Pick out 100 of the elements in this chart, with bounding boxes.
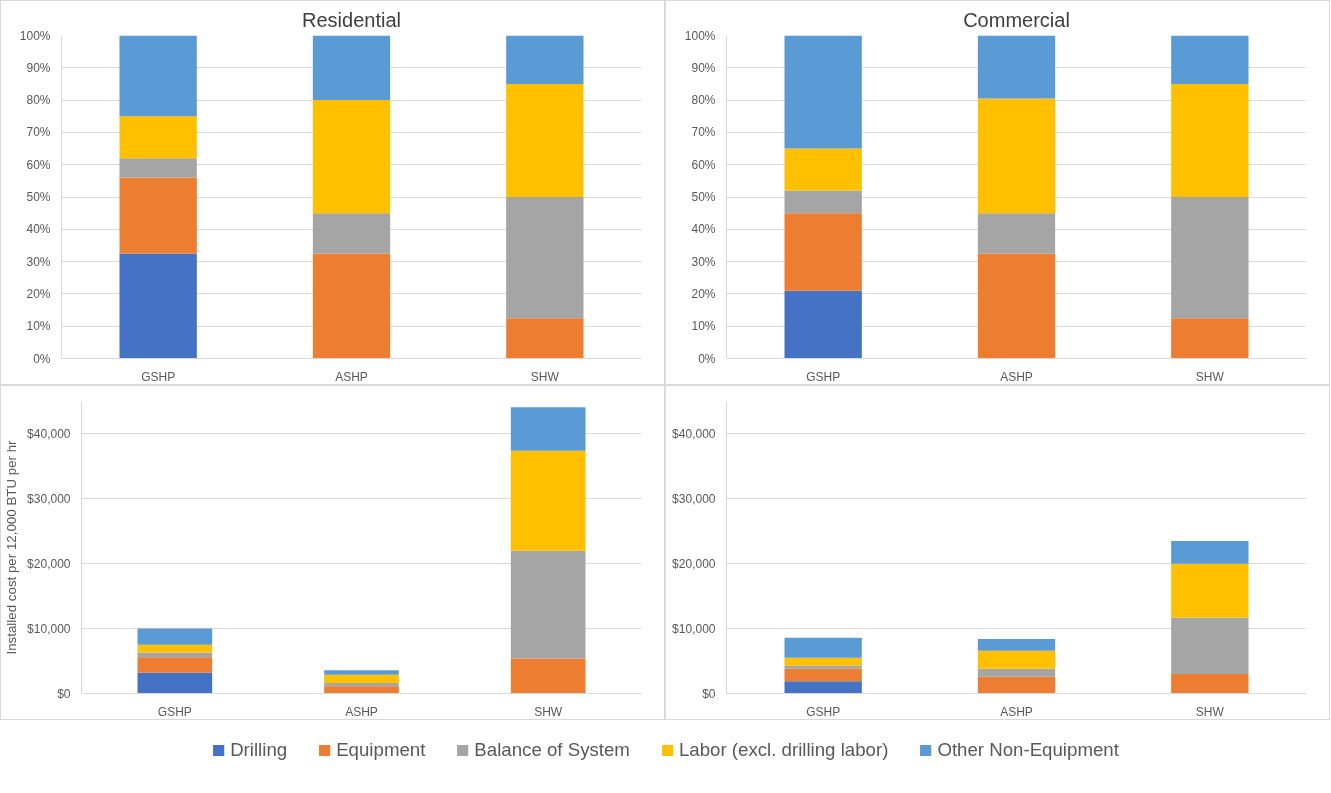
y-tick-label: $0 (57, 686, 71, 701)
x-tick-label: GSHP (806, 369, 841, 384)
bar (977, 650, 1056, 669)
legend-label: Equipment (336, 739, 426, 761)
bar (119, 253, 197, 359)
x-tick-label: ASHP (345, 704, 378, 719)
bar (324, 674, 399, 684)
bar (977, 35, 1056, 99)
bar (977, 668, 1056, 677)
bar (324, 686, 399, 694)
legend-label: Balance of System (474, 739, 630, 761)
bar (137, 644, 213, 653)
bar (137, 672, 213, 694)
bar (510, 550, 586, 659)
bar (784, 148, 862, 191)
y-tick-label: 20% (691, 286, 716, 301)
bar (119, 35, 197, 117)
bar (1171, 674, 1249, 694)
bar (1171, 197, 1249, 319)
bar (312, 35, 391, 101)
y-tick-label: 40% (26, 222, 51, 237)
y-tick-label: $40,000 (672, 426, 716, 441)
x-tick-label: SHW (1195, 704, 1225, 719)
bar (324, 683, 399, 687)
y-tick-label: $40,000 (27, 426, 71, 441)
chart-title: Residential (302, 8, 401, 31)
y-tick-label: 80% (691, 93, 716, 108)
bar (784, 681, 862, 694)
bar (1171, 541, 1249, 564)
bar (510, 407, 586, 451)
bar (137, 628, 213, 645)
y-tick-label: 80% (26, 93, 51, 108)
bar (977, 638, 1056, 651)
bar (119, 177, 197, 254)
y-tick-label: $30,000 (27, 491, 71, 506)
y-tick-label: 0% (698, 351, 716, 366)
y-tick-label: $20,000 (672, 556, 716, 571)
x-tick-label: ASHP (1000, 704, 1033, 719)
x-tick-label: ASHP (1000, 369, 1033, 384)
bar (324, 670, 399, 675)
bar (977, 253, 1056, 359)
bar (506, 83, 584, 197)
y-tick-label: 50% (691, 190, 716, 204)
bar (784, 190, 862, 214)
y-tick-label: $10,000 (672, 621, 716, 636)
chart-title: Commercial (963, 8, 1070, 31)
bar (510, 658, 586, 694)
legend-label: Drilling (230, 739, 288, 761)
y-tick-label: 90% (691, 60, 716, 75)
bar (784, 665, 862, 669)
bar (1171, 617, 1249, 675)
bar (137, 657, 213, 673)
y-tick-label: 40% (691, 222, 716, 237)
bar (784, 637, 862, 658)
bar (1171, 318, 1249, 359)
bar (977, 213, 1056, 254)
bar (312, 213, 391, 254)
bar (119, 116, 197, 159)
bar (506, 318, 584, 359)
y-tick-label: 30% (26, 254, 51, 269)
x-tick-label: SHW (1195, 369, 1225, 384)
bar (1171, 563, 1249, 618)
y-tick-label: 90% (26, 60, 51, 75)
bar (784, 290, 862, 359)
x-tick-label: SHW (530, 369, 560, 384)
y-tick-label: 100% (684, 28, 716, 43)
bar (1171, 83, 1249, 197)
y-tick-label: $20,000 (27, 556, 71, 571)
y-tick-label: 100% (19, 28, 51, 43)
bar (784, 657, 862, 666)
y-tick-label: 60% (691, 157, 716, 172)
x-tick-label: GSHP (157, 704, 192, 719)
y-tick-label: 50% (26, 190, 51, 204)
bar (312, 100, 391, 214)
x-tick-label: GSHP (141, 369, 176, 384)
y-tick-label: 70% (691, 125, 716, 140)
bar (977, 98, 1056, 214)
bar (510, 450, 586, 551)
x-tick-label: GSHP (806, 704, 841, 719)
y-tick-label: 70% (26, 125, 51, 140)
y-tick-label: $0 (702, 686, 716, 701)
bar (312, 253, 391, 359)
y-tick-label: 30% (691, 254, 716, 269)
y-tick-label: 10% (26, 319, 51, 334)
bar (977, 676, 1056, 694)
x-tick-label: SHW (534, 704, 563, 719)
bar (119, 158, 197, 178)
bar (506, 35, 584, 84)
bar (1171, 35, 1249, 84)
legend-label: Labor (excl. drilling labor) (678, 739, 889, 761)
y-tick-label: $10,000 (27, 621, 71, 636)
bar (506, 197, 584, 319)
y-axis-title: Installed cost per 12,000 BTU per hr (4, 439, 20, 655)
x-tick-label: ASHP (335, 369, 368, 384)
legend-label: Other Non-Equipment (937, 739, 1119, 761)
bar (784, 35, 862, 149)
y-tick-label: $30,000 (672, 491, 716, 506)
bar (784, 213, 862, 291)
y-tick-label: 20% (26, 286, 51, 301)
y-tick-label: 10% (691, 319, 716, 334)
